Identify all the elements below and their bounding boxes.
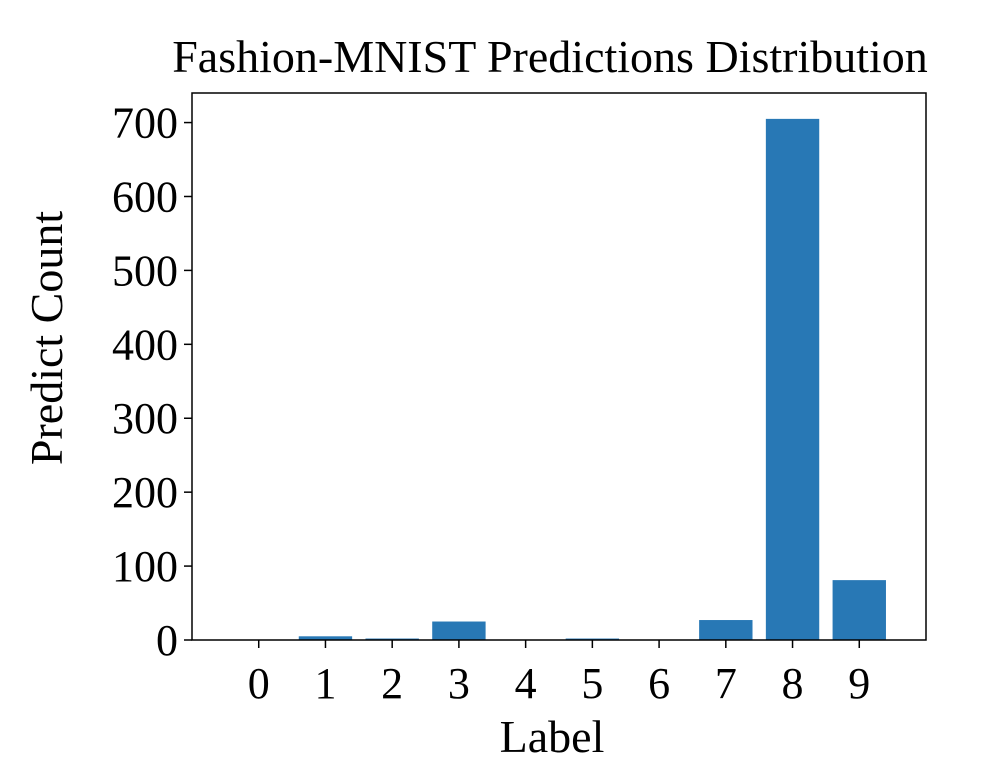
- x-tick-label: 5: [581, 659, 603, 708]
- y-tick-label: 700: [112, 99, 178, 148]
- y-tick-label: 100: [112, 542, 178, 591]
- x-axis-label: Label: [500, 711, 605, 762]
- x-tick-label: 3: [448, 659, 470, 708]
- bar-8: [765, 118, 820, 640]
- y-axis-label: Predict Count: [21, 211, 72, 465]
- y-tick-label: 200: [112, 468, 178, 517]
- y-tick-label: 500: [112, 246, 178, 295]
- x-tick-label: 9: [848, 659, 870, 708]
- x-tick-label: 2: [381, 659, 403, 708]
- chart-title: Fashion-MNIST Predictions Distribution: [172, 31, 928, 82]
- x-tick-label: 1: [314, 659, 336, 708]
- x-tick-label: 8: [782, 659, 804, 708]
- y-tick-label: 400: [112, 320, 178, 369]
- x-tick-label: 4: [515, 659, 537, 708]
- x-tick-label: 0: [248, 659, 270, 708]
- bar-7: [699, 620, 753, 640]
- plot-frame: [191, 92, 927, 641]
- y-tick-label: 0: [156, 616, 178, 665]
- x-tick-label: 6: [648, 659, 670, 708]
- y-tick-label: 600: [112, 172, 178, 221]
- bar-1: [298, 636, 353, 640]
- y-tick-label: 300: [112, 394, 178, 443]
- bar-3: [432, 621, 486, 640]
- bar-9: [832, 580, 886, 640]
- bars-group: [298, 118, 886, 640]
- y-axis-ticks: 0 100 200 300 400 500 600 700: [112, 99, 192, 665]
- x-tick-label: 7: [715, 659, 737, 708]
